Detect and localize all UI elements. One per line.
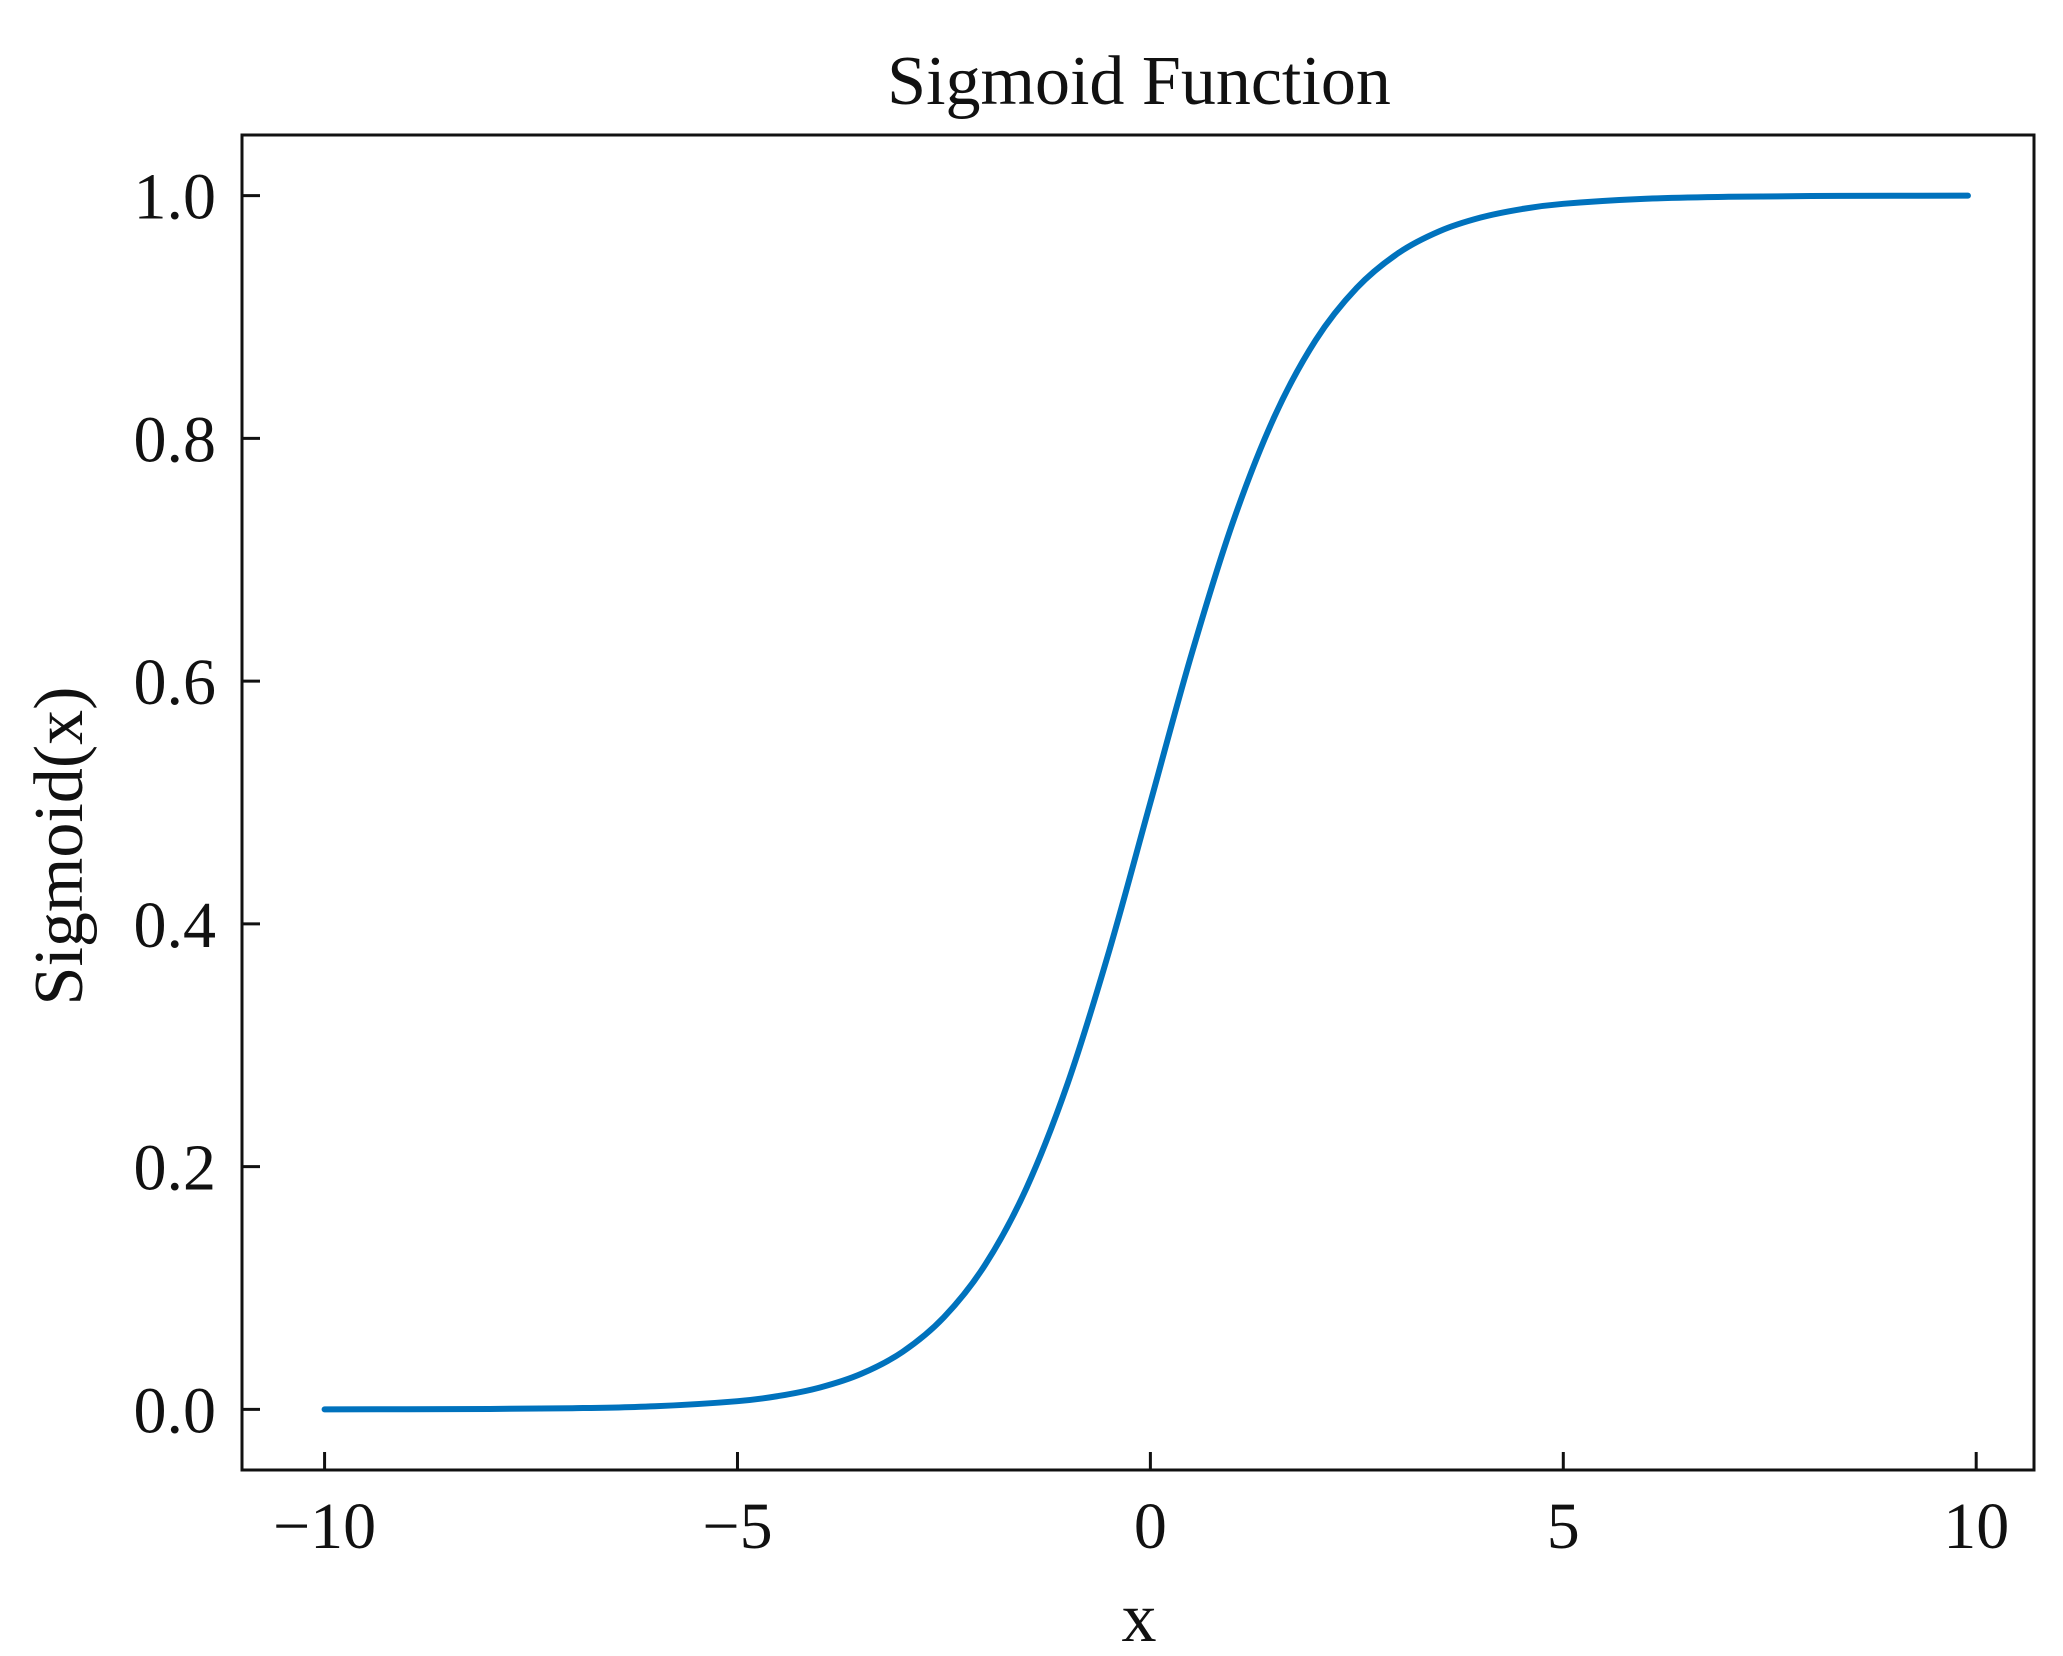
y-tick-label: 0.6 [134, 646, 217, 719]
y-tick-label: 0.4 [134, 889, 217, 962]
y-tick-label: 0.8 [134, 403, 217, 476]
x-tick-label: 5 [1547, 1490, 1580, 1563]
x-tick-label: 0 [1134, 1490, 1167, 1563]
y-axis-label: Sigmoid(x) [21, 687, 98, 1006]
x-tick-label: −5 [702, 1490, 772, 1563]
y-tick-label: 1.0 [134, 161, 217, 234]
series-line [321, 192, 1971, 1413]
plot-area: −10 −5 0 5 10 0.0 0.2 0.4 0.6 0.8 1.0 [134, 133, 2036, 1563]
x-tick-label: −10 [273, 1490, 376, 1563]
x-tick-label: 10 [1943, 1490, 2009, 1563]
plot-frame [240, 133, 2036, 1472]
chart-title: Sigmoid Function [887, 43, 1391, 120]
x-axis-label: x [1122, 1580, 1157, 1656]
y-tick-label: 0.0 [134, 1374, 217, 1447]
y-tick-label: 0.2 [134, 1132, 217, 1205]
